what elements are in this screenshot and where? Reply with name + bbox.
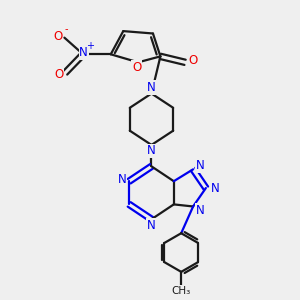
Text: +: + [86, 41, 94, 51]
Text: N: N [79, 46, 88, 59]
Text: N: N [196, 159, 205, 172]
Text: N: N [117, 173, 126, 186]
Text: O: O [188, 54, 197, 67]
Text: N: N [147, 144, 156, 158]
Text: N: N [210, 182, 219, 194]
Text: O: O [132, 61, 141, 74]
Text: O: O [53, 30, 62, 43]
Text: -: - [64, 24, 68, 34]
Text: N: N [147, 81, 156, 94]
Text: CH₃: CH₃ [172, 286, 191, 296]
Text: O: O [54, 68, 63, 81]
Text: N: N [196, 203, 205, 217]
Text: N: N [147, 219, 156, 232]
